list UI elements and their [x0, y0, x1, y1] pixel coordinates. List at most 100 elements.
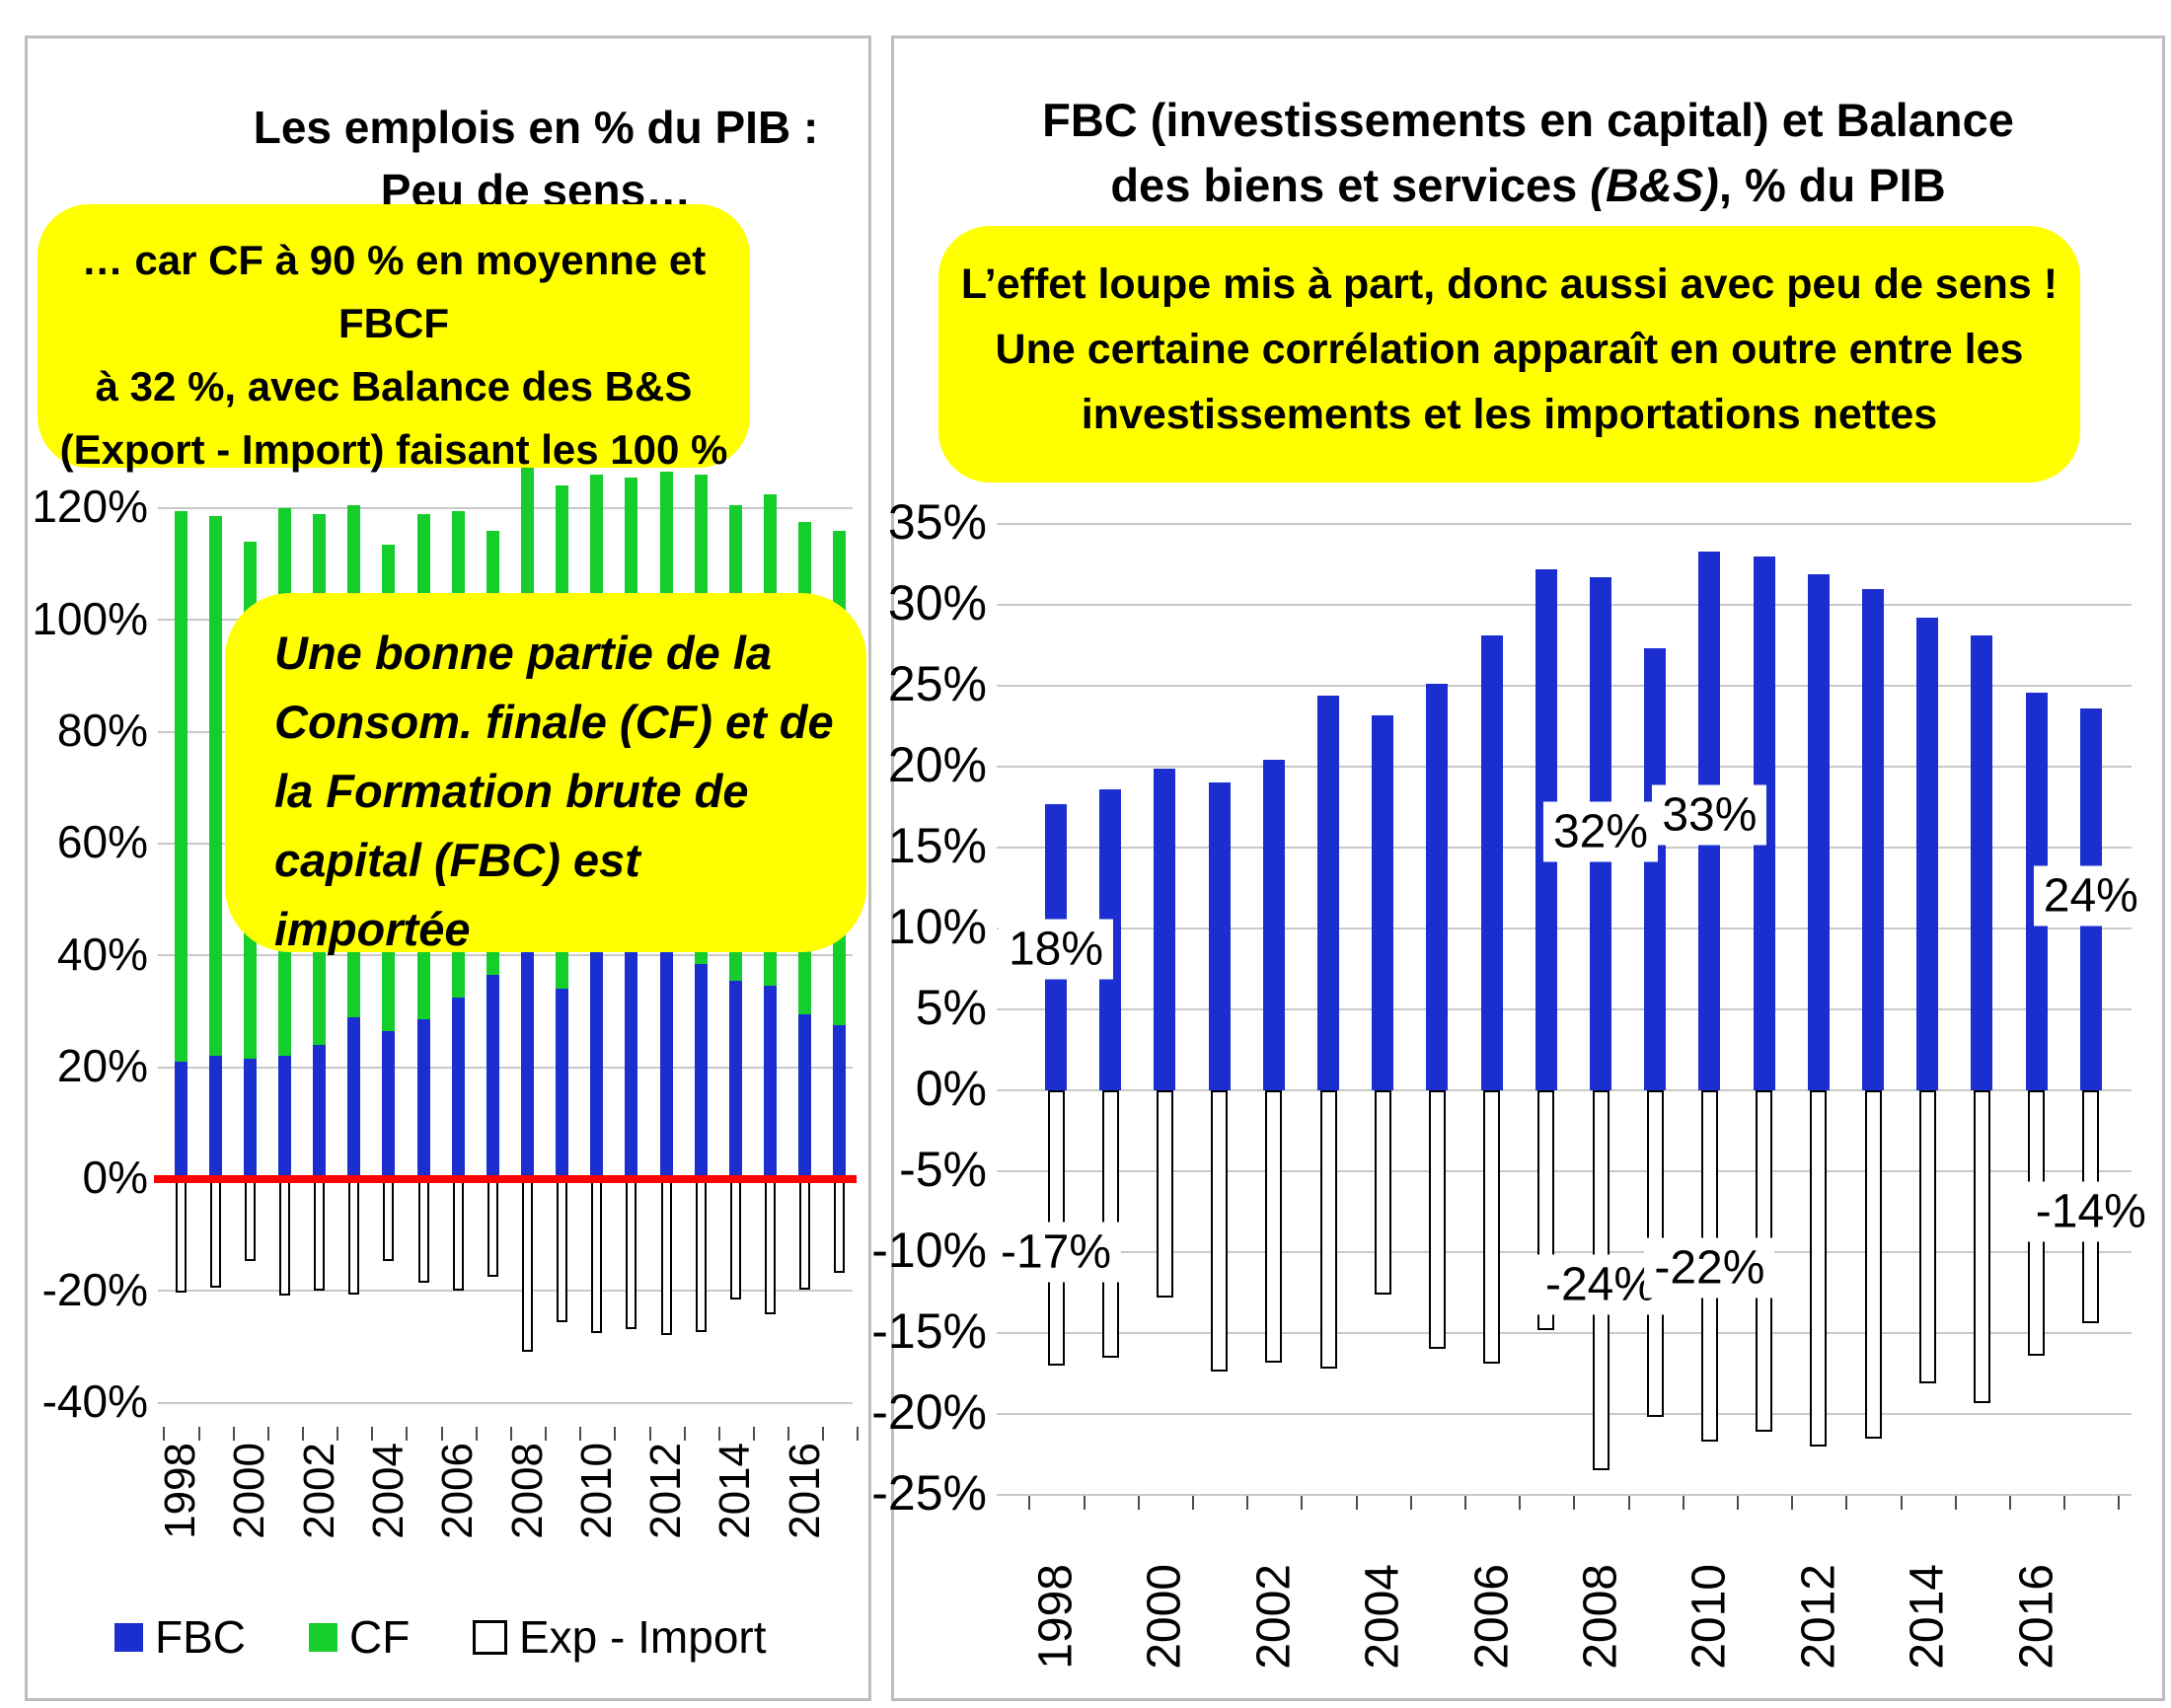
gridline: [997, 1494, 2132, 1496]
x-axis-label: 2016: [780, 1443, 829, 1539]
x-axis-tick: [545, 1427, 548, 1441]
x-axis-label: 2004: [363, 1443, 412, 1539]
bar-exp-import: [765, 1179, 777, 1314]
y-axis-label: 80%: [56, 705, 148, 757]
x-axis-tick: [614, 1427, 617, 1441]
bar-fbc: [486, 975, 499, 1179]
x-axis-tick: [1627, 1496, 1630, 1510]
bar-exp-import: [1918, 1090, 1936, 1383]
y-axis-label: 5%: [915, 980, 987, 1035]
bar-fbc: [521, 949, 534, 1179]
bar-exp-import: [244, 1179, 256, 1262]
gridline: [997, 1251, 2132, 1253]
bar-exp-import: [1810, 1090, 1828, 1447]
left-top-callout-line2: à 32 %, avec Balance des B&S: [95, 363, 693, 409]
gridline: [997, 1170, 2132, 1172]
left-inner-callout-line4: capital (FBC) est importée: [274, 834, 640, 955]
left-chart-title: Les emplois en % du PIB : Peu de sens…: [200, 96, 871, 222]
bar-fbc: [451, 997, 465, 1179]
x-axis-tick: [1246, 1496, 1249, 1510]
x-axis-tick: [1137, 1496, 1140, 1510]
right-callout-line2: Une certaine corrélation apparaît en out…: [995, 326, 2024, 373]
gridline: [158, 1290, 853, 1293]
bar-fbc: [694, 963, 708, 1179]
x-axis-tick: [683, 1427, 686, 1441]
legend-label: FBC: [155, 1611, 246, 1663]
x-axis-tick: [1845, 1496, 1848, 1510]
y-axis-label: 0%: [82, 1151, 148, 1204]
legend-label: CF: [349, 1611, 411, 1663]
bar-fbc: [1317, 695, 1339, 1090]
bar-fbc: [1807, 573, 1830, 1090]
x-axis-label: 2014: [711, 1443, 760, 1539]
y-axis-label: 10%: [887, 899, 987, 954]
x-axis-tick: [1954, 1496, 1957, 1510]
bar-fbc: [556, 989, 569, 1179]
x-axis-tick: [371, 1427, 374, 1441]
gridline: [997, 523, 2132, 525]
bar-fbc: [625, 946, 638, 1179]
y-axis-label: -20%: [41, 1263, 148, 1315]
gridline: [158, 506, 853, 509]
bar-exp-import: [729, 1179, 741, 1300]
right-callout-line1: L’effet loupe mis à part, donc aussi ave…: [960, 260, 2059, 308]
bar-fbc: [1916, 618, 1939, 1090]
data-label: -17%: [990, 1222, 1122, 1283]
y-axis-label: 120%: [32, 481, 148, 533]
x-axis-tick: [337, 1427, 339, 1441]
bar-exp-import: [452, 1179, 464, 1292]
bar-fbc: [1154, 768, 1176, 1090]
x-axis-label: 2000: [225, 1443, 274, 1539]
bar-exp-import: [278, 1179, 290, 1297]
right-chart-title-line2: des biens et services (B&S), % du PIB: [924, 153, 2133, 218]
left-inner-callout-line2: Consom. finale (CF) et de: [274, 696, 834, 748]
x-axis-tick: [2063, 1496, 2066, 1510]
bar-fbc: [1262, 760, 1285, 1090]
x-axis-tick: [1737, 1496, 1739, 1510]
y-axis-label: 30%: [887, 575, 987, 631]
x-axis-tick: [752, 1427, 755, 1441]
x-axis-tick: [1409, 1496, 1412, 1510]
legend-swatch-fill-blue: [114, 1622, 143, 1652]
bar-cf: [208, 516, 222, 1057]
bar-fbc: [416, 1019, 430, 1179]
x-axis-label: 1998: [1029, 1564, 1083, 1670]
bar-exp-import: [1156, 1090, 1173, 1298]
x-axis-tick: [163, 1427, 166, 1441]
x-axis-tick: [717, 1427, 720, 1441]
gridline: [997, 1008, 2132, 1010]
y-axis-label: 25%: [887, 656, 987, 711]
x-axis-tick: [1900, 1496, 1903, 1510]
bar-fbc: [1644, 648, 1667, 1090]
x-axis-tick: [1519, 1496, 1522, 1510]
y-axis-label: 35%: [887, 494, 987, 550]
bar-fbc: [313, 1044, 327, 1179]
y-axis-label: 100%: [32, 592, 148, 644]
bar-fbc: [277, 1056, 291, 1179]
bar-fbc: [1480, 635, 1503, 1090]
bar-exp-import: [1428, 1090, 1446, 1350]
bar-fbc: [764, 986, 778, 1179]
x-axis-tick: [1464, 1496, 1466, 1510]
x-axis-label: 2008: [1574, 1564, 1627, 1670]
legend-swatch-outline-white: [473, 1619, 507, 1655]
gridline: [997, 766, 2132, 768]
x-axis-label: 2002: [1247, 1564, 1301, 1670]
x-axis-tick: [266, 1427, 269, 1441]
x-axis-tick: [1682, 1496, 1684, 1510]
bar-fbc: [243, 1059, 257, 1179]
x-axis-label: 2000: [1138, 1564, 1191, 1670]
bar-exp-import: [834, 1179, 846, 1274]
data-label: 32%: [1542, 801, 1659, 862]
bar-fbc: [833, 1025, 847, 1179]
legend-label: Exp - Import: [519, 1611, 767, 1663]
y-axis-label: 60%: [56, 816, 148, 868]
bar-exp-import: [1211, 1090, 1229, 1373]
x-axis-tick: [579, 1427, 582, 1441]
bar-cf: [174, 510, 187, 1062]
bar-exp-import: [383, 1179, 395, 1262]
right-title-line2-pre: des biens et services: [1110, 159, 1591, 211]
left-inner-callout-line3: la Formation brute de: [274, 765, 749, 817]
left-top-callout-line3: (Export - Import) faisant les 100 %: [59, 426, 728, 473]
